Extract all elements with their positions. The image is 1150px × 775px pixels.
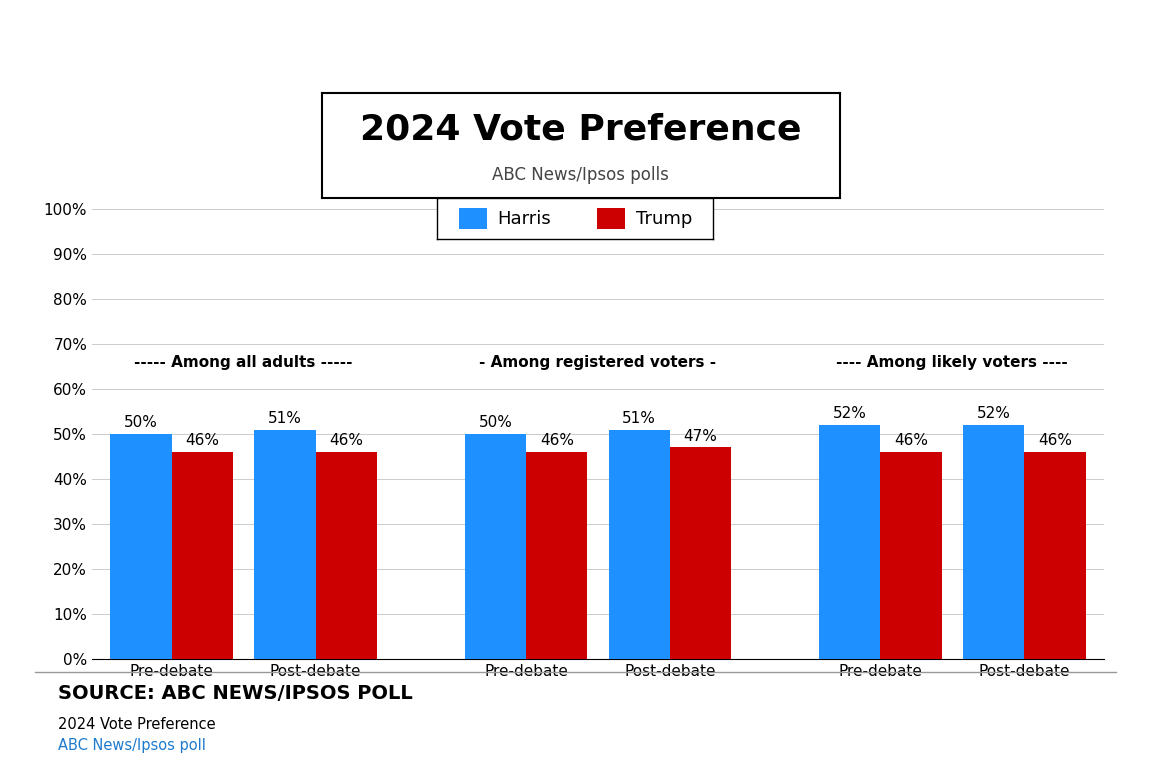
Bar <box>1025 452 1086 659</box>
Text: 46%: 46% <box>894 433 928 449</box>
Text: ---- Among likely voters ----: ---- Among likely voters ---- <box>836 355 1068 370</box>
Text: 46%: 46% <box>329 433 363 449</box>
Text: 46%: 46% <box>1038 433 1072 449</box>
Text: 51%: 51% <box>268 411 301 426</box>
Text: 51%: 51% <box>622 411 657 426</box>
Bar <box>459 208 486 229</box>
Bar <box>819 425 881 659</box>
Text: 46%: 46% <box>185 433 220 449</box>
Text: Trump: Trump <box>636 209 692 228</box>
Text: - Among registered voters -: - Among registered voters - <box>480 355 716 370</box>
Bar <box>608 429 670 659</box>
Text: ----- Among all adults -----: ----- Among all adults ----- <box>135 355 353 370</box>
Bar <box>254 429 315 659</box>
Bar <box>315 452 377 659</box>
Text: ABC News/Ipsos poll: ABC News/Ipsos poll <box>58 738 206 753</box>
Text: 46%: 46% <box>539 433 574 449</box>
Text: ABC News/Ipsos polls: ABC News/Ipsos polls <box>492 166 669 184</box>
Bar <box>963 425 1025 659</box>
Bar <box>670 447 731 659</box>
Text: SOURCE: ABC NEWS/IPSOS POLL: SOURCE: ABC NEWS/IPSOS POLL <box>58 684 412 703</box>
Text: 50%: 50% <box>478 415 513 430</box>
Text: 2024 Vote Preference: 2024 Vote Preference <box>360 112 802 146</box>
Text: 47%: 47% <box>683 429 718 444</box>
Text: Harris: Harris <box>498 209 552 228</box>
Bar <box>171 452 233 659</box>
Text: 52%: 52% <box>833 406 867 422</box>
Text: 50%: 50% <box>124 415 158 430</box>
Text: 52%: 52% <box>976 406 1011 422</box>
Bar <box>597 208 624 229</box>
Bar <box>110 434 171 659</box>
Text: 2024 Vote Preference: 2024 Vote Preference <box>58 717 215 732</box>
Bar <box>526 452 588 659</box>
Bar <box>881 452 942 659</box>
Bar <box>465 434 526 659</box>
